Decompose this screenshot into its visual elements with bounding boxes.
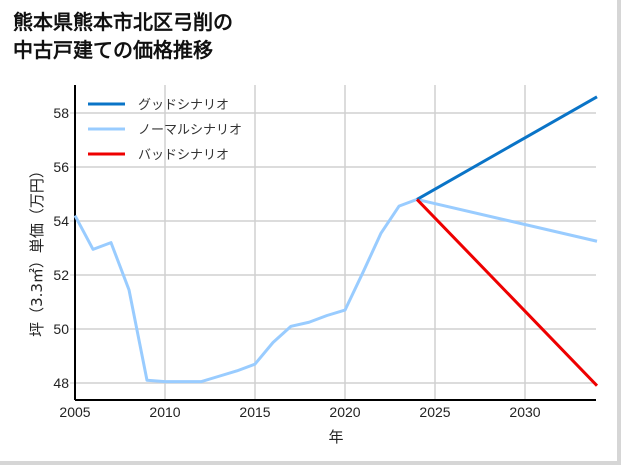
y-axis-label: 坪（3.3㎡）単価（万円） bbox=[28, 163, 46, 337]
legend-label: バッドシナリオ bbox=[138, 148, 229, 163]
chart-title: 熊本県熊本市北区弓削の 中古戸建ての価格推移 bbox=[13, 8, 233, 64]
x-tick-label: 2030 bbox=[509, 404, 540, 420]
x-tick-label: 2020 bbox=[329, 404, 360, 420]
x-tick-label: 2025 bbox=[419, 404, 450, 420]
grid-lines bbox=[75, 85, 596, 400]
chart-title-line1: 熊本県熊本市北区弓削の bbox=[13, 10, 233, 34]
chart-title-line2: 中古戸建ての価格推移 bbox=[13, 38, 213, 62]
y-tick-label: 54 bbox=[53, 213, 69, 229]
axes: 2005 2010 2015 2020 2025 2030 48 50 52 54 56 58 bbox=[53, 85, 596, 420]
series-line bbox=[416, 95, 598, 201]
y-tick-label: 58 bbox=[53, 105, 69, 121]
y-tick-label: 48 bbox=[53, 375, 69, 391]
y-tick-label: 52 bbox=[53, 267, 69, 283]
series-line bbox=[73, 197, 598, 384]
data-lines bbox=[73, 95, 599, 387]
x-tick-label: 2005 bbox=[59, 404, 90, 420]
legend-label: グッドシナリオ bbox=[138, 98, 229, 113]
x-tick-label: 2015 bbox=[239, 404, 270, 420]
x-axis-label: 年 bbox=[328, 428, 343, 446]
series-line bbox=[415, 198, 599, 387]
x-tick-label: 2010 bbox=[149, 404, 180, 420]
legend-label: ノーマルシナリオ bbox=[138, 123, 242, 138]
y-tick-label: 56 bbox=[53, 159, 69, 175]
y-tick-label: 50 bbox=[53, 321, 69, 337]
